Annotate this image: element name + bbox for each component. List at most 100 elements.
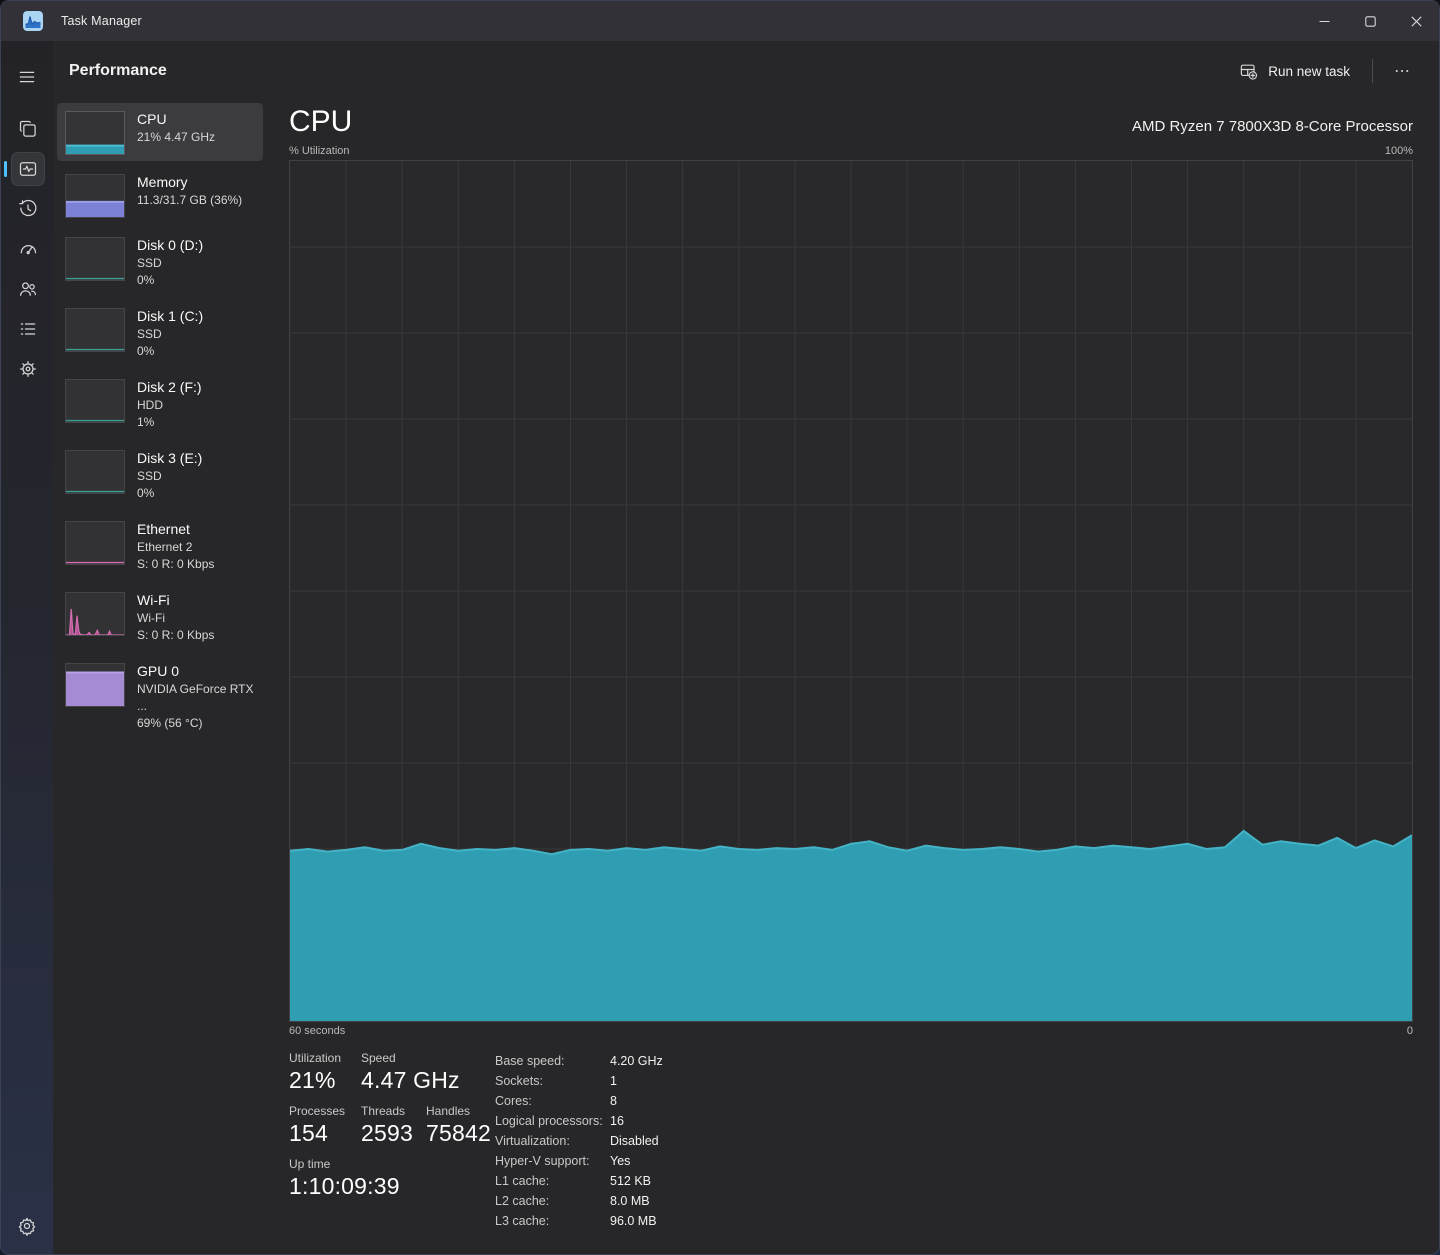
spec-value: Disabled	[610, 1131, 659, 1151]
disk3-subtitle-0: SSD	[137, 468, 202, 485]
spec-value: 4.20 GHz	[610, 1051, 663, 1071]
page-title: Performance	[69, 62, 167, 80]
memory-mini-chart	[65, 174, 125, 218]
disk0-subtitle-0: SSD	[137, 255, 203, 272]
metric-item-gpu0[interactable]: GPU 0NVIDIA GeForce RTX ...69% (56 °C)	[57, 655, 263, 738]
cpu-spec-details: Base speed:4.20 GHzSockets:1Cores:8Logic…	[495, 1051, 663, 1231]
cpu-stats: Utilization 21% Speed 4.47 GHz Processes…	[289, 1051, 1413, 1231]
metric-item-cpu[interactable]: CPU21% 4.47 GHz	[57, 103, 263, 161]
spec-row-5: Hyper-V support:Yes	[495, 1151, 663, 1171]
stat-processes: Processes 154	[289, 1104, 361, 1147]
spec-label: Cores:	[495, 1091, 610, 1111]
disk0-title: Disk 0 (D:)	[137, 236, 203, 255]
memory-subtitle-0: 11.3/31.7 GB (36%)	[137, 192, 242, 209]
maximize-button[interactable]	[1347, 1, 1393, 41]
disk3-mini-chart	[65, 450, 125, 494]
spec-value: 16	[610, 1111, 624, 1131]
list-icon	[18, 319, 38, 339]
minimize-icon	[1319, 16, 1330, 27]
disk0-subtitle-1: 0%	[137, 272, 203, 289]
spec-row-8: L3 cache:96.0 MB	[495, 1211, 663, 1231]
metric-item-disk0[interactable]: Disk 0 (D:)SSD0%	[57, 229, 263, 295]
performance-icon	[18, 159, 38, 179]
spec-row-3: Logical processors:16	[495, 1111, 663, 1131]
spec-label: L1 cache:	[495, 1171, 610, 1191]
nav-item-details[interactable]	[1, 309, 53, 349]
disk0-mini-chart	[65, 237, 125, 281]
cpu-utilization-chart[interactable]	[289, 160, 1413, 1022]
window-title: Task Manager	[61, 14, 142, 28]
nav-item-performance[interactable]	[1, 149, 53, 189]
nav-rail	[1, 41, 53, 1254]
close-button[interactable]	[1393, 1, 1439, 41]
settings-button[interactable]	[9, 1208, 45, 1244]
y-axis-max-label: 100%	[1385, 145, 1413, 157]
x-axis-right-label: 0	[1407, 1025, 1413, 1037]
spec-value: 8	[610, 1091, 617, 1111]
spec-label: Hyper-V support:	[495, 1151, 610, 1171]
disk2-mini-chart	[65, 379, 125, 423]
nav-item-processes[interactable]	[1, 109, 53, 149]
spec-value: 8.0 MB	[610, 1191, 650, 1211]
spec-label: Logical processors:	[495, 1111, 610, 1131]
metric-item-memory[interactable]: Memory11.3/31.7 GB (36%)	[57, 166, 263, 224]
task-manager-app-icon	[23, 11, 43, 31]
gpu0-title: GPU 0	[137, 662, 255, 681]
spec-value: Yes	[610, 1151, 630, 1171]
memory-title: Memory	[137, 173, 242, 192]
spec-label: L3 cache:	[495, 1211, 610, 1231]
ethernet-subtitle-1: S: 0 R: 0 Kbps	[137, 556, 214, 573]
spec-row-0: Base speed:4.20 GHz	[495, 1051, 663, 1071]
run-new-task-label: Run new task	[1268, 64, 1350, 79]
history-icon	[18, 199, 38, 219]
content: Performance Run new task	[53, 41, 1439, 1254]
cpu-panel: CPU AMD Ryzen 7 7800X3D 8-Core Processor…	[289, 101, 1413, 1254]
stat-handles: Handles 75842	[426, 1104, 491, 1147]
device-title: CPU	[289, 105, 352, 139]
spec-label: Sockets:	[495, 1071, 610, 1091]
metric-item-disk1[interactable]: Disk 1 (C:)SSD0%	[57, 300, 263, 366]
nav-item-users[interactable]	[1, 269, 53, 309]
disk2-title: Disk 2 (F:)	[137, 378, 202, 397]
task-manager-window: Task Manager	[0, 0, 1440, 1255]
disk2-subtitle-1: 1%	[137, 414, 202, 431]
stat-speed: Speed 4.47 GHz	[361, 1051, 460, 1094]
minimize-button[interactable]	[1301, 1, 1347, 41]
run-new-task-button[interactable]: Run new task	[1227, 55, 1362, 88]
disk1-subtitle-1: 0%	[137, 343, 203, 360]
spec-row-7: L2 cache:8.0 MB	[495, 1191, 663, 1211]
gpu0-mini-chart	[65, 663, 125, 707]
wifi-subtitle-0: Wi-Fi	[137, 610, 214, 627]
metric-item-ethernet[interactable]: EthernetEthernet 2S: 0 R: 0 Kbps	[57, 513, 263, 579]
metric-item-wifi[interactable]: Wi-FiWi-FiS: 0 R: 0 Kbps	[57, 584, 263, 650]
new-window-plus-icon	[1239, 62, 1258, 81]
hamburger-icon	[17, 67, 37, 87]
nav-item-services[interactable]	[1, 349, 53, 389]
processes-icon	[18, 119, 38, 139]
more-options-button[interactable]	[1383, 54, 1421, 88]
stat-threads: Threads 2593	[361, 1104, 426, 1147]
nav-item-startup-apps[interactable]	[1, 229, 53, 269]
device-subtitle: AMD Ryzen 7 7800X3D 8-Core Processor	[1132, 118, 1413, 139]
titlebar: Task Manager	[1, 1, 1439, 41]
stat-utilization: Utilization 21%	[289, 1051, 361, 1094]
nav-item-app-history[interactable]	[1, 189, 53, 229]
cpu-subtitle-0: 21% 4.47 GHz	[137, 129, 215, 146]
header-divider	[1372, 59, 1373, 83]
spec-value: 1	[610, 1071, 617, 1091]
metric-item-disk3[interactable]: Disk 3 (E:)SSD0%	[57, 442, 263, 508]
disk3-subtitle-1: 0%	[137, 485, 202, 502]
x-axis-left-label: 60 seconds	[289, 1025, 345, 1037]
y-axis-label: % Utilization	[289, 145, 350, 157]
close-icon	[1411, 16, 1422, 27]
spec-row-6: L1 cache:512 KB	[495, 1171, 663, 1191]
spec-label: Virtualization:	[495, 1131, 610, 1151]
ellipsis-icon	[1393, 62, 1411, 80]
disk2-subtitle-0: HDD	[137, 397, 202, 414]
performance-metric-list: CPU21% 4.47 GHzMemory11.3/31.7 GB (36%)D…	[57, 103, 263, 743]
metric-item-disk2[interactable]: Disk 2 (F:)HDD1%	[57, 371, 263, 437]
disk1-title: Disk 1 (C:)	[137, 307, 203, 326]
cpu-chart-area	[290, 161, 1412, 1021]
nav-menu-button[interactable]	[9, 59, 45, 95]
wifi-mini-chart	[65, 592, 125, 636]
